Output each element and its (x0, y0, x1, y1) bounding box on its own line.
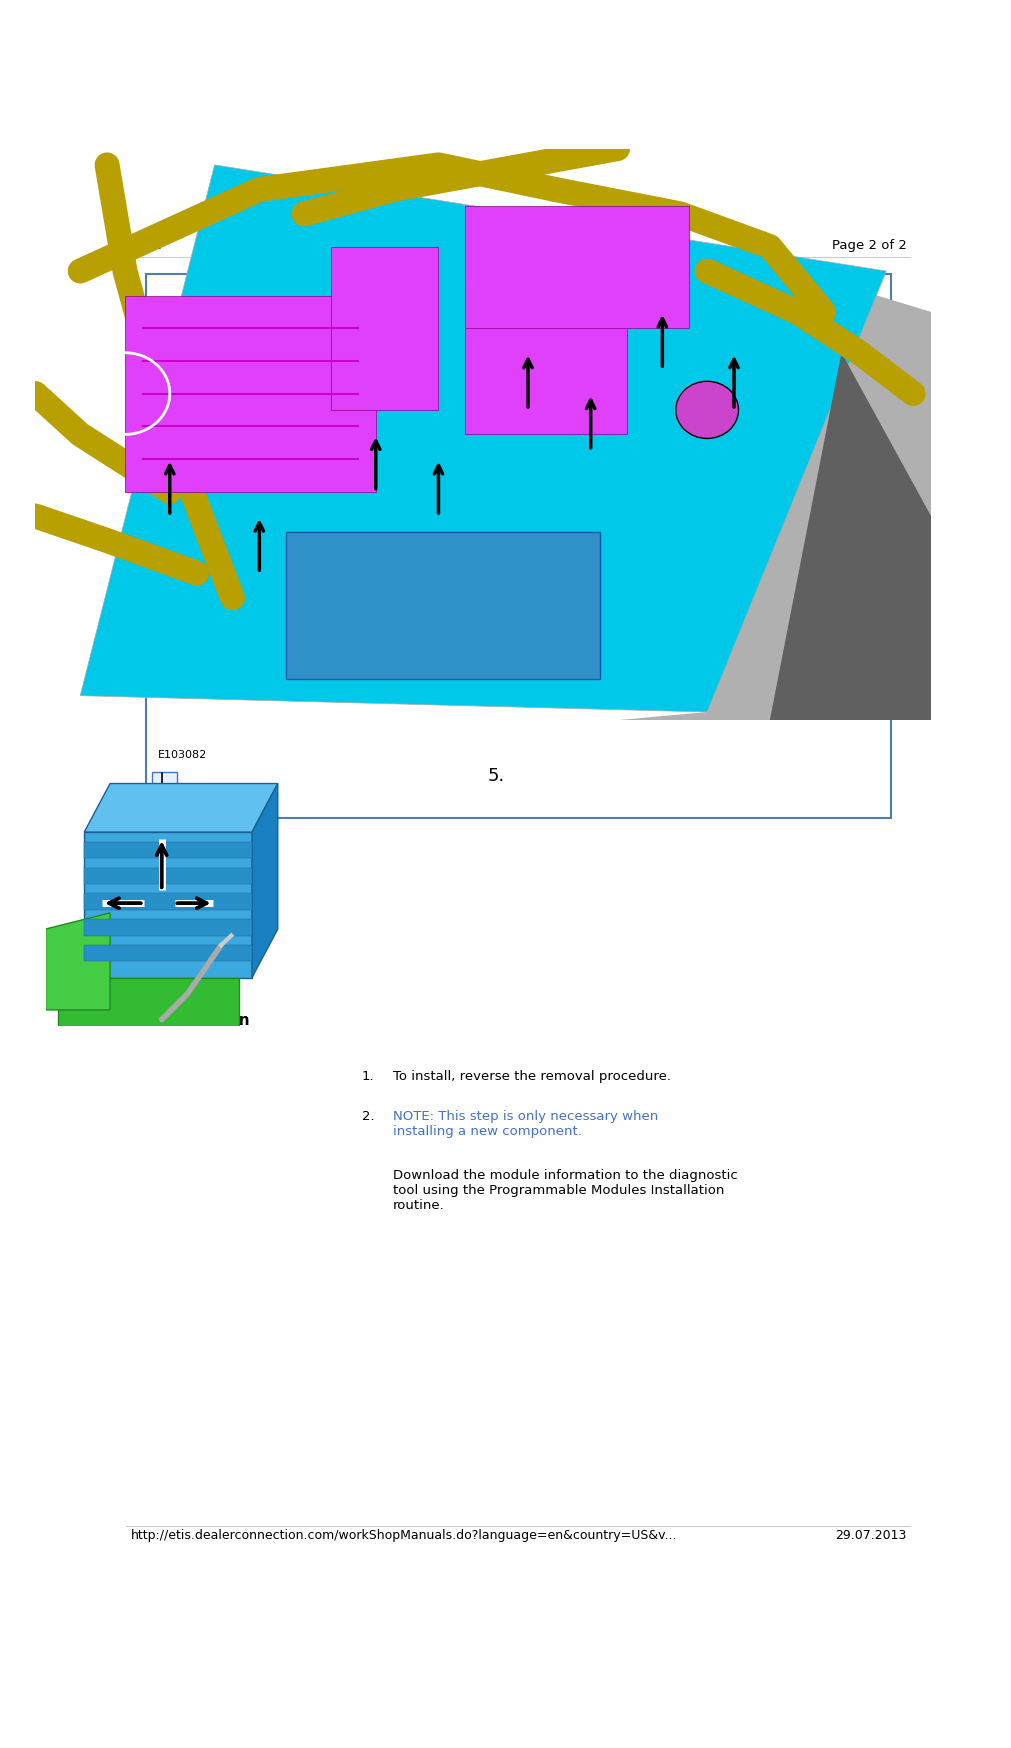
Text: Installation: Installation (153, 1014, 250, 1028)
Bar (84, 919, 252, 935)
Bar (465, 287, 626, 435)
Bar (286, 533, 600, 680)
Bar (84, 843, 252, 858)
Polygon shape (80, 164, 886, 711)
Polygon shape (84, 783, 277, 832)
FancyBboxPatch shape (153, 773, 177, 813)
Text: 5.: 5. (487, 767, 504, 785)
Bar (84, 893, 252, 909)
Text: 1.: 1. (362, 1070, 374, 1082)
Text: E105060: E105060 (164, 986, 213, 996)
Bar (84, 832, 252, 977)
Bar (146, 274, 891, 818)
Text: Page 2 of 2: Page 2 of 2 (831, 239, 906, 252)
Text: Download the module information to the diagnostic
tool using the Programmable Mo: Download the module information to the d… (392, 1169, 737, 1213)
Text: Print: Print (130, 239, 161, 252)
Bar (59, 977, 239, 1026)
Text: To install, reverse the removal procedure.: To install, reverse the removal procedur… (392, 1070, 670, 1082)
Bar (84, 946, 252, 961)
Text: 2.: 2. (362, 1110, 374, 1124)
Polygon shape (617, 271, 930, 720)
Polygon shape (45, 912, 110, 1010)
Polygon shape (252, 783, 277, 977)
Bar (465, 206, 688, 329)
Bar (84, 867, 252, 884)
Text: NOTE: This step is only necessary when
installing a new component.: NOTE: This step is only necessary when i… (392, 1110, 658, 1138)
Text: 29.07.2013: 29.07.2013 (835, 1530, 906, 1542)
Text: E103082: E103082 (158, 750, 207, 760)
Bar (125, 295, 375, 491)
Circle shape (675, 381, 738, 439)
Text: http://etis.dealerconnection.com/workShopManuals.do?language=en&country=US&v...: http://etis.dealerconnection.com/workSho… (130, 1530, 676, 1542)
Bar (331, 246, 438, 409)
Polygon shape (769, 353, 930, 720)
